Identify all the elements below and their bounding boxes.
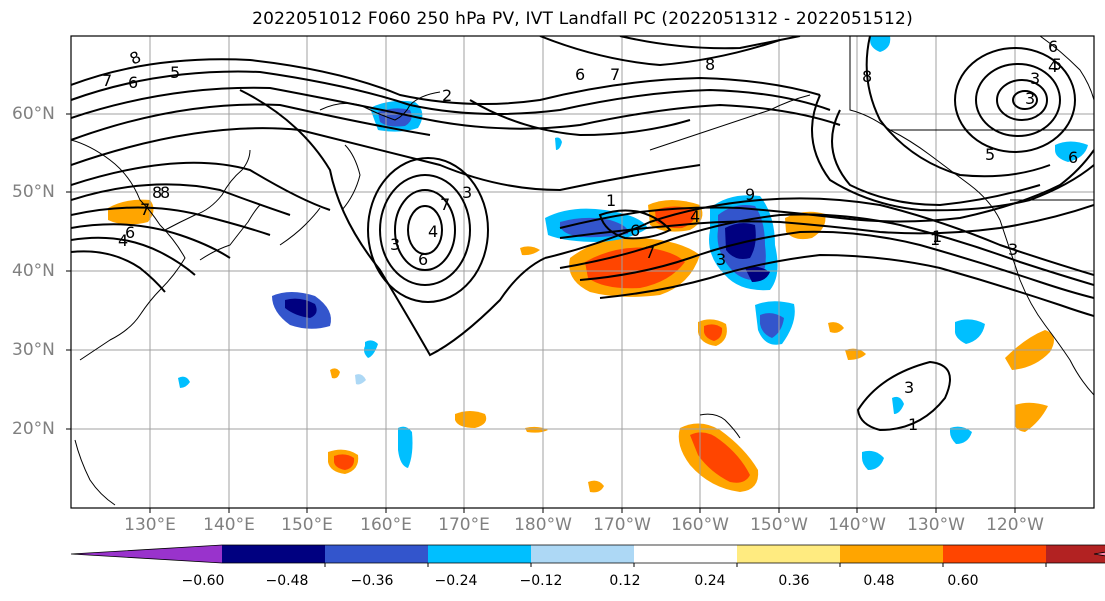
contour-label: 7	[440, 195, 450, 214]
figure-title: 2022051012 F060 250 hPa PV, IVT Landfall…	[252, 9, 913, 29]
contour-label: 3	[462, 183, 472, 202]
contour-label: 4	[690, 207, 700, 226]
pv-contours	[71, 36, 1094, 432]
contour-label: 6	[1048, 37, 1058, 56]
contour-label: 6	[125, 223, 135, 242]
contour-label: 5	[1052, 55, 1062, 74]
contour-label: 4	[118, 231, 128, 250]
contour-label: 9	[745, 185, 755, 204]
colorbar-label: 0.36	[778, 573, 810, 589]
contour-label: 3	[1008, 240, 1018, 259]
contour-label: 1	[908, 415, 918, 434]
contour-label: 2	[442, 86, 452, 105]
contour-label: 8	[160, 183, 170, 202]
lat-label: 20°N	[12, 419, 55, 439]
lon-label: 160°E	[360, 515, 412, 535]
lon-label: 140°E	[203, 515, 255, 535]
map-grid	[71, 36, 1094, 508]
colorbar-label: 0.60	[947, 573, 979, 589]
contour-label: 6	[575, 65, 585, 84]
contour-label: 8	[705, 55, 715, 74]
lon-label: 150°W	[750, 515, 808, 535]
contour-label: 8	[152, 183, 162, 202]
contour-label: 5	[170, 63, 180, 82]
lon-label: 120°W	[986, 515, 1044, 535]
contour-labels: 8 7 6 5 6 7 8 2 1 3 4 5 6 7 8 3 3 4 6 1 …	[102, 37, 1078, 434]
contour-label: 6	[128, 73, 138, 92]
contour-label: 1	[930, 230, 940, 249]
contour-label: 8	[862, 67, 872, 86]
contour-label: 4	[1048, 57, 1058, 76]
coastlines	[71, 36, 1094, 506]
contour-label: 6	[1068, 148, 1078, 167]
colorbar-label: 0.12	[609, 573, 641, 589]
contour-label: 7	[140, 200, 150, 219]
lat-label: 60°N	[12, 104, 55, 124]
contour-label: 3	[390, 235, 400, 254]
lon-label: 160°W	[671, 515, 729, 535]
colorbar-label: −0.48	[265, 573, 309, 589]
colorbar-label: −0.24	[434, 573, 478, 589]
axis-ticks	[66, 113, 1016, 513]
lon-label: 150°E	[281, 515, 333, 535]
colorbar-label: −0.60	[181, 573, 225, 589]
lon-label: 180°W	[514, 515, 572, 535]
lon-label: 130°E	[124, 515, 176, 535]
contour-label: 1	[606, 191, 616, 210]
lat-label: 30°N	[12, 340, 55, 360]
lon-label: 170°E	[438, 515, 490, 535]
contour-label: 7	[645, 243, 655, 262]
contour-label: 8	[127, 47, 144, 69]
colorbar-label: 0.24	[694, 573, 726, 589]
contour-label: 3	[1030, 69, 1040, 88]
lat-label: 40°N	[12, 261, 55, 281]
contour-label: 3	[1025, 89, 1035, 108]
contour-label: 7	[102, 71, 112, 90]
lon-label: 130°W	[907, 515, 965, 535]
contour-label: 6	[418, 250, 428, 269]
colorbar-label: −0.36	[350, 573, 394, 589]
colorbar-label: −0.12	[519, 573, 563, 589]
map-frame	[70, 35, 1095, 509]
contour-label: 3	[716, 250, 726, 269]
colorbar-label: 0.48	[863, 573, 895, 589]
lon-label: 170°W	[593, 515, 651, 535]
lon-label: 140°W	[828, 515, 886, 535]
lat-label: 50°N	[12, 182, 55, 202]
contour-label: 4	[428, 222, 438, 241]
contour-label: 1	[932, 227, 942, 246]
contour-label: 3	[904, 378, 914, 397]
contour-label: 5	[985, 145, 995, 164]
contour-label: 6	[630, 221, 640, 240]
contour-label: 7	[610, 65, 620, 84]
